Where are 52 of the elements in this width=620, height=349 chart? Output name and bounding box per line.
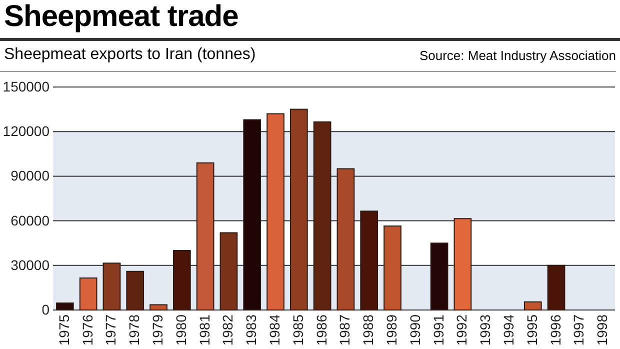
y-tick-label: 30000 [10, 256, 50, 273]
bar [336, 168, 355, 310]
y-tick-label: 60000 [10, 212, 50, 228]
bar [454, 218, 472, 310]
bar [360, 210, 378, 310]
x-tick-label: 1998 [594, 314, 610, 346]
x-tick-label: 1977 [102, 314, 119, 346]
bar [313, 121, 332, 310]
x-tick-label: 1979 [150, 314, 166, 346]
bar [430, 242, 448, 310]
x-tick-label: 1994 [500, 314, 516, 346]
x-tick-label: 1995 [524, 314, 540, 346]
x-tick-label: 1975 [56, 314, 72, 346]
bar [243, 119, 262, 310]
bar [150, 304, 168, 310]
source-note: Source: Meat Industry Association [419, 48, 616, 63]
bar [524, 301, 542, 310]
bar [266, 113, 284, 310]
x-tick-label: 1981 [196, 314, 212, 346]
bar [172, 250, 191, 310]
bar [384, 226, 402, 310]
x-tick-label: 1985 [290, 314, 306, 346]
bar [56, 302, 74, 310]
x-tick-label: 1989 [383, 314, 400, 346]
bar [102, 262, 121, 310]
x-tick-label: 1986 [313, 314, 330, 346]
y-tick-label: 0 [42, 302, 50, 318]
x-tick-label: 1988 [360, 314, 376, 346]
x-tick-label: 1993 [477, 314, 494, 346]
bar [290, 108, 308, 310]
x-tick-label: 1992 [454, 314, 470, 346]
x-tick-label: 1978 [126, 314, 142, 346]
y-tick-label: 120000 [2, 123, 50, 140]
x-tick-label: 1984 [266, 314, 283, 346]
bar [196, 162, 214, 310]
chart-subtitle: Sheepmeat exports to Iran (tonnes) [4, 46, 256, 64]
y-tick-label: 90000 [10, 168, 50, 184]
bar [126, 270, 144, 310]
bar [547, 264, 566, 310]
y-tick-label: 150000 [2, 78, 50, 94]
x-tick-label: 1983 [243, 314, 260, 346]
x-tick-label: 1980 [172, 314, 189, 346]
x-tick-label: 1982 [220, 314, 236, 346]
x-tick-label: 1990 [406, 314, 423, 346]
x-tick-label: 1987 [336, 314, 353, 346]
bar [220, 232, 238, 310]
x-tick-label: 1996 [547, 314, 564, 346]
bar [79, 278, 98, 310]
x-tick-label: 1991 [430, 314, 446, 346]
x-tick-label: 1976 [79, 314, 96, 346]
x-tick-label: 1997 [570, 314, 587, 346]
chart-title: Sheepmeat trade [4, 0, 238, 34]
